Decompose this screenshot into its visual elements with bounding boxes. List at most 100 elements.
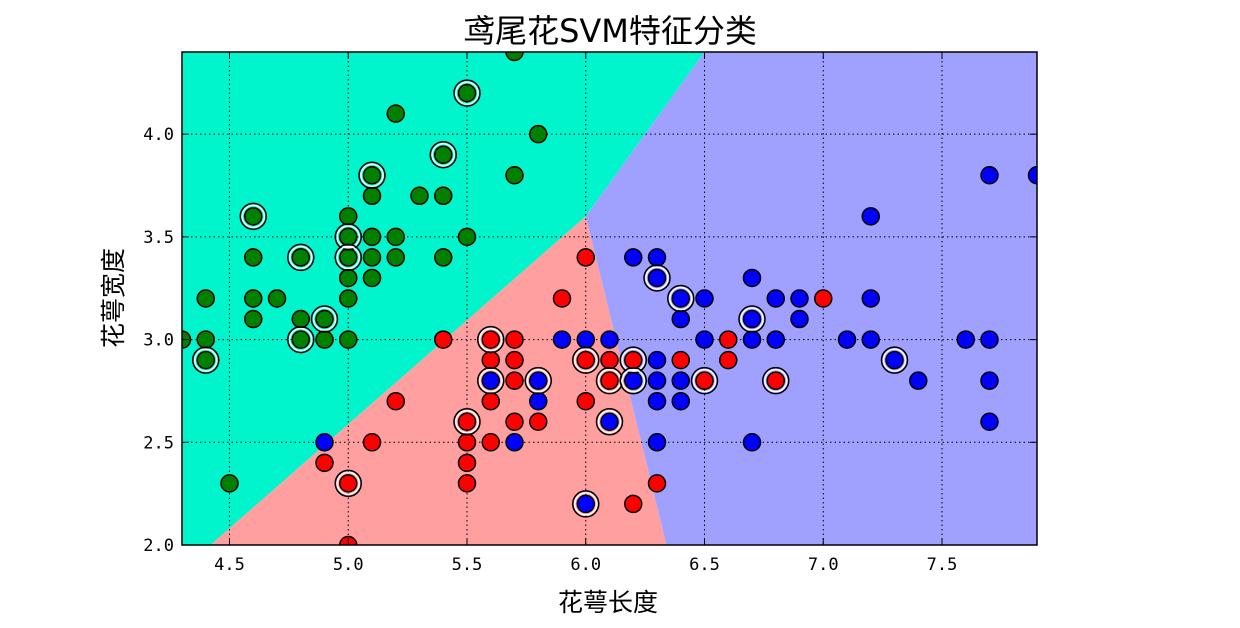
point-red [576,391,595,411]
point-blue [885,350,904,370]
point-blue [529,391,548,411]
support-vector-ring [453,79,481,107]
support-vector-ring [643,264,671,292]
point-blue [671,309,690,329]
point-green [362,186,382,206]
x-tick-label: 7.0 [808,555,839,575]
x-tick-label: 6.5 [689,555,720,575]
point-red [315,453,334,473]
point-green [434,145,453,164]
point-green [410,186,429,206]
point-blue [837,330,857,349]
point-green [362,268,382,288]
support-vector-ring-inner [479,368,503,393]
y-axis-label: 花萼宽度 [99,248,128,348]
support-vector-ring-inner [574,492,598,516]
support-vector-ring-inner [336,225,360,249]
support-vector-ring-inner [360,163,384,187]
support-vector-ring [880,346,909,374]
x-tick-label: 4.5 [214,555,245,575]
point-green [434,248,453,267]
point-blue [576,494,595,514]
point-green [339,227,358,247]
support-vector-ring [239,202,267,231]
support-vector-ring-inner [740,307,764,331]
point-blue [766,330,785,349]
point-green [505,52,524,62]
support-vector-ring [690,366,719,395]
point-blue [766,289,785,308]
point-red [695,371,714,390]
point-red [529,412,548,431]
point-blue [980,412,999,431]
point-blue [624,248,643,267]
support-vector-ring-inner [526,368,550,393]
axis-ticks: 4.5 5.0 5.5 6.0 6.5 7.0 7.5 2.0 2.5 3.0 3.5 4.0 [143,52,1037,575]
point-blue [315,433,334,452]
support-vector-ring [192,346,220,374]
support-vector-ring [453,408,481,436]
decision-region-green [182,52,705,545]
point-green [386,248,405,267]
point-blue [861,330,880,349]
point-blue [956,330,975,349]
point-blue [671,371,690,390]
point-green [291,248,310,267]
x-tick-label: 7.5 [927,555,958,575]
support-vector-ring-inner [621,368,645,393]
point-red [505,350,524,370]
point-blue [742,268,762,288]
point-red [624,350,643,370]
point-green [291,309,310,329]
point-red [576,248,595,267]
support-vector-ring-inner [692,368,717,393]
point-red [481,391,500,411]
point-blue [600,330,619,349]
support-vector-ring-inner [882,348,907,372]
support-vector-ring [595,408,624,436]
support-vector-ring [667,284,695,313]
point-red [766,371,785,390]
point-green [505,166,524,185]
support-vector-ring [524,366,552,395]
support-vector-ring-inner [669,286,693,311]
point-blue [980,166,999,185]
point-red [671,350,690,370]
point-green [362,227,382,247]
y-tick-label: 4.0 [143,125,174,145]
point-blue [742,330,762,349]
point-red [481,350,500,370]
point-red [481,330,500,349]
support-vector-ring-inner [289,327,313,352]
point-green [220,474,239,493]
x-tick-label: 5.5 [452,555,483,575]
point-blue [576,330,595,349]
data-points [182,52,1037,545]
support-vector-ring-inner [336,471,360,496]
support-vector-ring-inner [597,410,622,434]
point-blue [624,371,643,390]
support-vector-ring-inner [764,368,788,393]
point-red [505,371,524,390]
point-blue [529,371,548,390]
point-red [600,350,619,370]
point-green [244,309,263,329]
point-blue [790,309,809,329]
point-blue [790,289,809,308]
support-vector-ring [358,161,386,189]
support-vector-ring-inner [455,81,479,105]
y-tick-label: 2.5 [143,433,174,453]
plot-frame [181,51,1038,546]
point-green [291,330,310,349]
point-green [339,268,358,288]
point-green [339,207,358,226]
point-green [457,83,477,103]
point-green [339,248,358,267]
point-green [315,309,334,329]
point-blue [647,268,667,288]
point-red [339,474,358,493]
point-blue [980,371,999,390]
x-tick-label: 5.0 [333,555,364,575]
point-red [457,412,477,431]
point-blue [742,309,762,329]
